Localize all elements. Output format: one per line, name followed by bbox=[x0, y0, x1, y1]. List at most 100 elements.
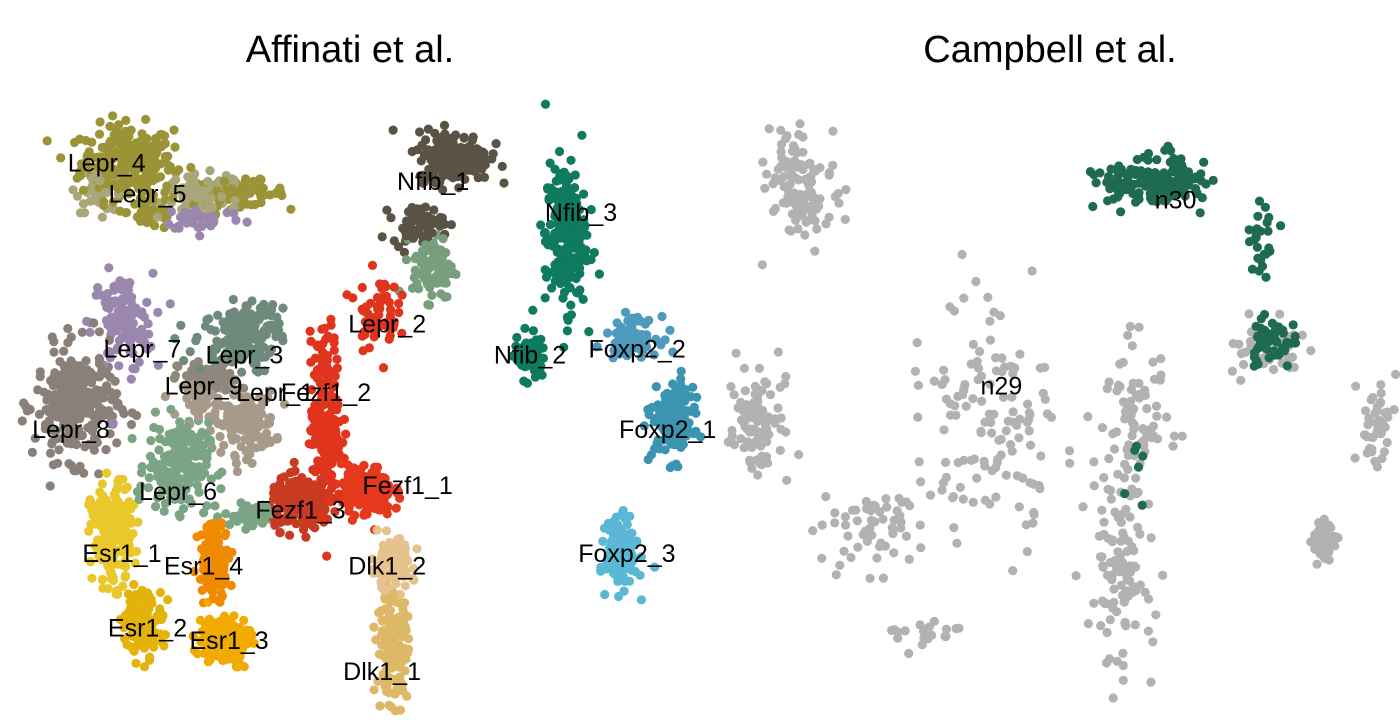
cell-point bbox=[640, 319, 651, 329]
cell-point bbox=[559, 287, 570, 297]
cell-point bbox=[665, 325, 675, 335]
cell-point bbox=[272, 432, 282, 443]
cell-point bbox=[726, 382, 736, 392]
cell-point bbox=[318, 339, 328, 349]
cell-point bbox=[1169, 431, 1180, 441]
cell-point bbox=[472, 158, 482, 168]
cell-point bbox=[393, 612, 403, 623]
cell-point bbox=[1130, 620, 1140, 630]
cell-point bbox=[403, 229, 413, 239]
cell-point bbox=[688, 382, 698, 392]
cell-point bbox=[1156, 354, 1166, 364]
cell-point bbox=[158, 464, 168, 474]
cell-point bbox=[1241, 347, 1251, 357]
cell-point bbox=[423, 300, 433, 310]
cell-point bbox=[169, 125, 179, 135]
cell-point bbox=[581, 245, 591, 255]
cell-point bbox=[197, 530, 207, 540]
cell-point bbox=[346, 497, 356, 507]
cell-point bbox=[676, 366, 686, 376]
cell-point bbox=[1105, 615, 1115, 625]
cell-point bbox=[79, 468, 89, 478]
cell-point bbox=[322, 356, 332, 366]
cell-point bbox=[609, 517, 619, 527]
cell-point bbox=[600, 589, 610, 600]
cell-point bbox=[187, 214, 197, 224]
cell-point bbox=[80, 208, 90, 218]
cell-point bbox=[798, 132, 808, 142]
cell-point bbox=[579, 189, 589, 199]
cell-point bbox=[1127, 341, 1137, 351]
cell-point bbox=[1107, 570, 1118, 580]
cluster-label: Fezf1_2 bbox=[281, 379, 371, 407]
cell-point bbox=[117, 285, 127, 295]
cell-point bbox=[384, 334, 394, 344]
cell-point bbox=[573, 288, 584, 298]
cell-point bbox=[229, 175, 239, 185]
cell-point bbox=[131, 658, 141, 668]
cell-point bbox=[163, 595, 173, 605]
cell-point bbox=[144, 329, 154, 339]
cell-point bbox=[85, 495, 95, 505]
cell-point bbox=[499, 178, 509, 188]
cell-point bbox=[209, 582, 219, 592]
cell-point bbox=[1118, 660, 1128, 671]
cell-point bbox=[64, 397, 74, 407]
cell-point bbox=[1128, 378, 1138, 388]
cell-point bbox=[1268, 364, 1279, 375]
cell-point bbox=[210, 407, 220, 417]
cell-point bbox=[955, 482, 966, 492]
cell-point bbox=[540, 293, 550, 303]
cell-point bbox=[1012, 471, 1023, 481]
cell-point bbox=[78, 199, 88, 209]
cell-point bbox=[765, 390, 776, 400]
cell-point bbox=[566, 253, 576, 263]
cell-point bbox=[1022, 417, 1032, 427]
cell-point bbox=[1146, 533, 1156, 543]
cell-point bbox=[562, 326, 573, 336]
cell-point bbox=[170, 334, 180, 344]
cell-point bbox=[50, 376, 60, 386]
cell-point bbox=[174, 165, 184, 175]
cell-point bbox=[108, 575, 118, 586]
cell-point bbox=[925, 490, 936, 500]
cell-point bbox=[487, 154, 497, 164]
cell-point bbox=[1065, 458, 1075, 468]
cell-point bbox=[91, 290, 101, 300]
cell-point bbox=[1103, 484, 1113, 494]
cell-point bbox=[1144, 594, 1154, 604]
cell-point bbox=[835, 560, 845, 570]
cell-point bbox=[317, 515, 327, 525]
cell-point bbox=[403, 611, 413, 622]
cell-point bbox=[1014, 502, 1024, 512]
cell-point bbox=[373, 676, 383, 686]
cell-point bbox=[794, 450, 804, 460]
cell-point bbox=[350, 510, 360, 520]
cell-point bbox=[104, 335, 114, 345]
cell-point bbox=[97, 212, 107, 222]
cell-point bbox=[328, 430, 338, 440]
cell-point bbox=[226, 580, 236, 591]
cell-point bbox=[915, 520, 925, 530]
cell-point bbox=[668, 347, 678, 357]
cell-point bbox=[401, 216, 412, 226]
cell-point bbox=[45, 481, 55, 491]
cell-point bbox=[781, 427, 791, 437]
cell-point bbox=[397, 328, 407, 338]
cluster-label: Nfib_3 bbox=[545, 199, 617, 227]
cell-point bbox=[89, 445, 99, 455]
cell-point bbox=[1380, 408, 1390, 418]
cell-point bbox=[1001, 470, 1011, 480]
cell-point bbox=[1129, 404, 1139, 414]
campbell-panel-title: Campbell et al. bbox=[923, 29, 1176, 71]
cell-point bbox=[566, 300, 576, 310]
cell-point bbox=[41, 405, 51, 415]
cell-point bbox=[528, 326, 539, 336]
cell-point bbox=[250, 352, 260, 362]
cell-point bbox=[290, 466, 300, 476]
cell-point bbox=[775, 382, 785, 392]
cell-point bbox=[1148, 637, 1158, 647]
cell-point bbox=[1001, 426, 1011, 436]
cell-point bbox=[208, 593, 218, 604]
